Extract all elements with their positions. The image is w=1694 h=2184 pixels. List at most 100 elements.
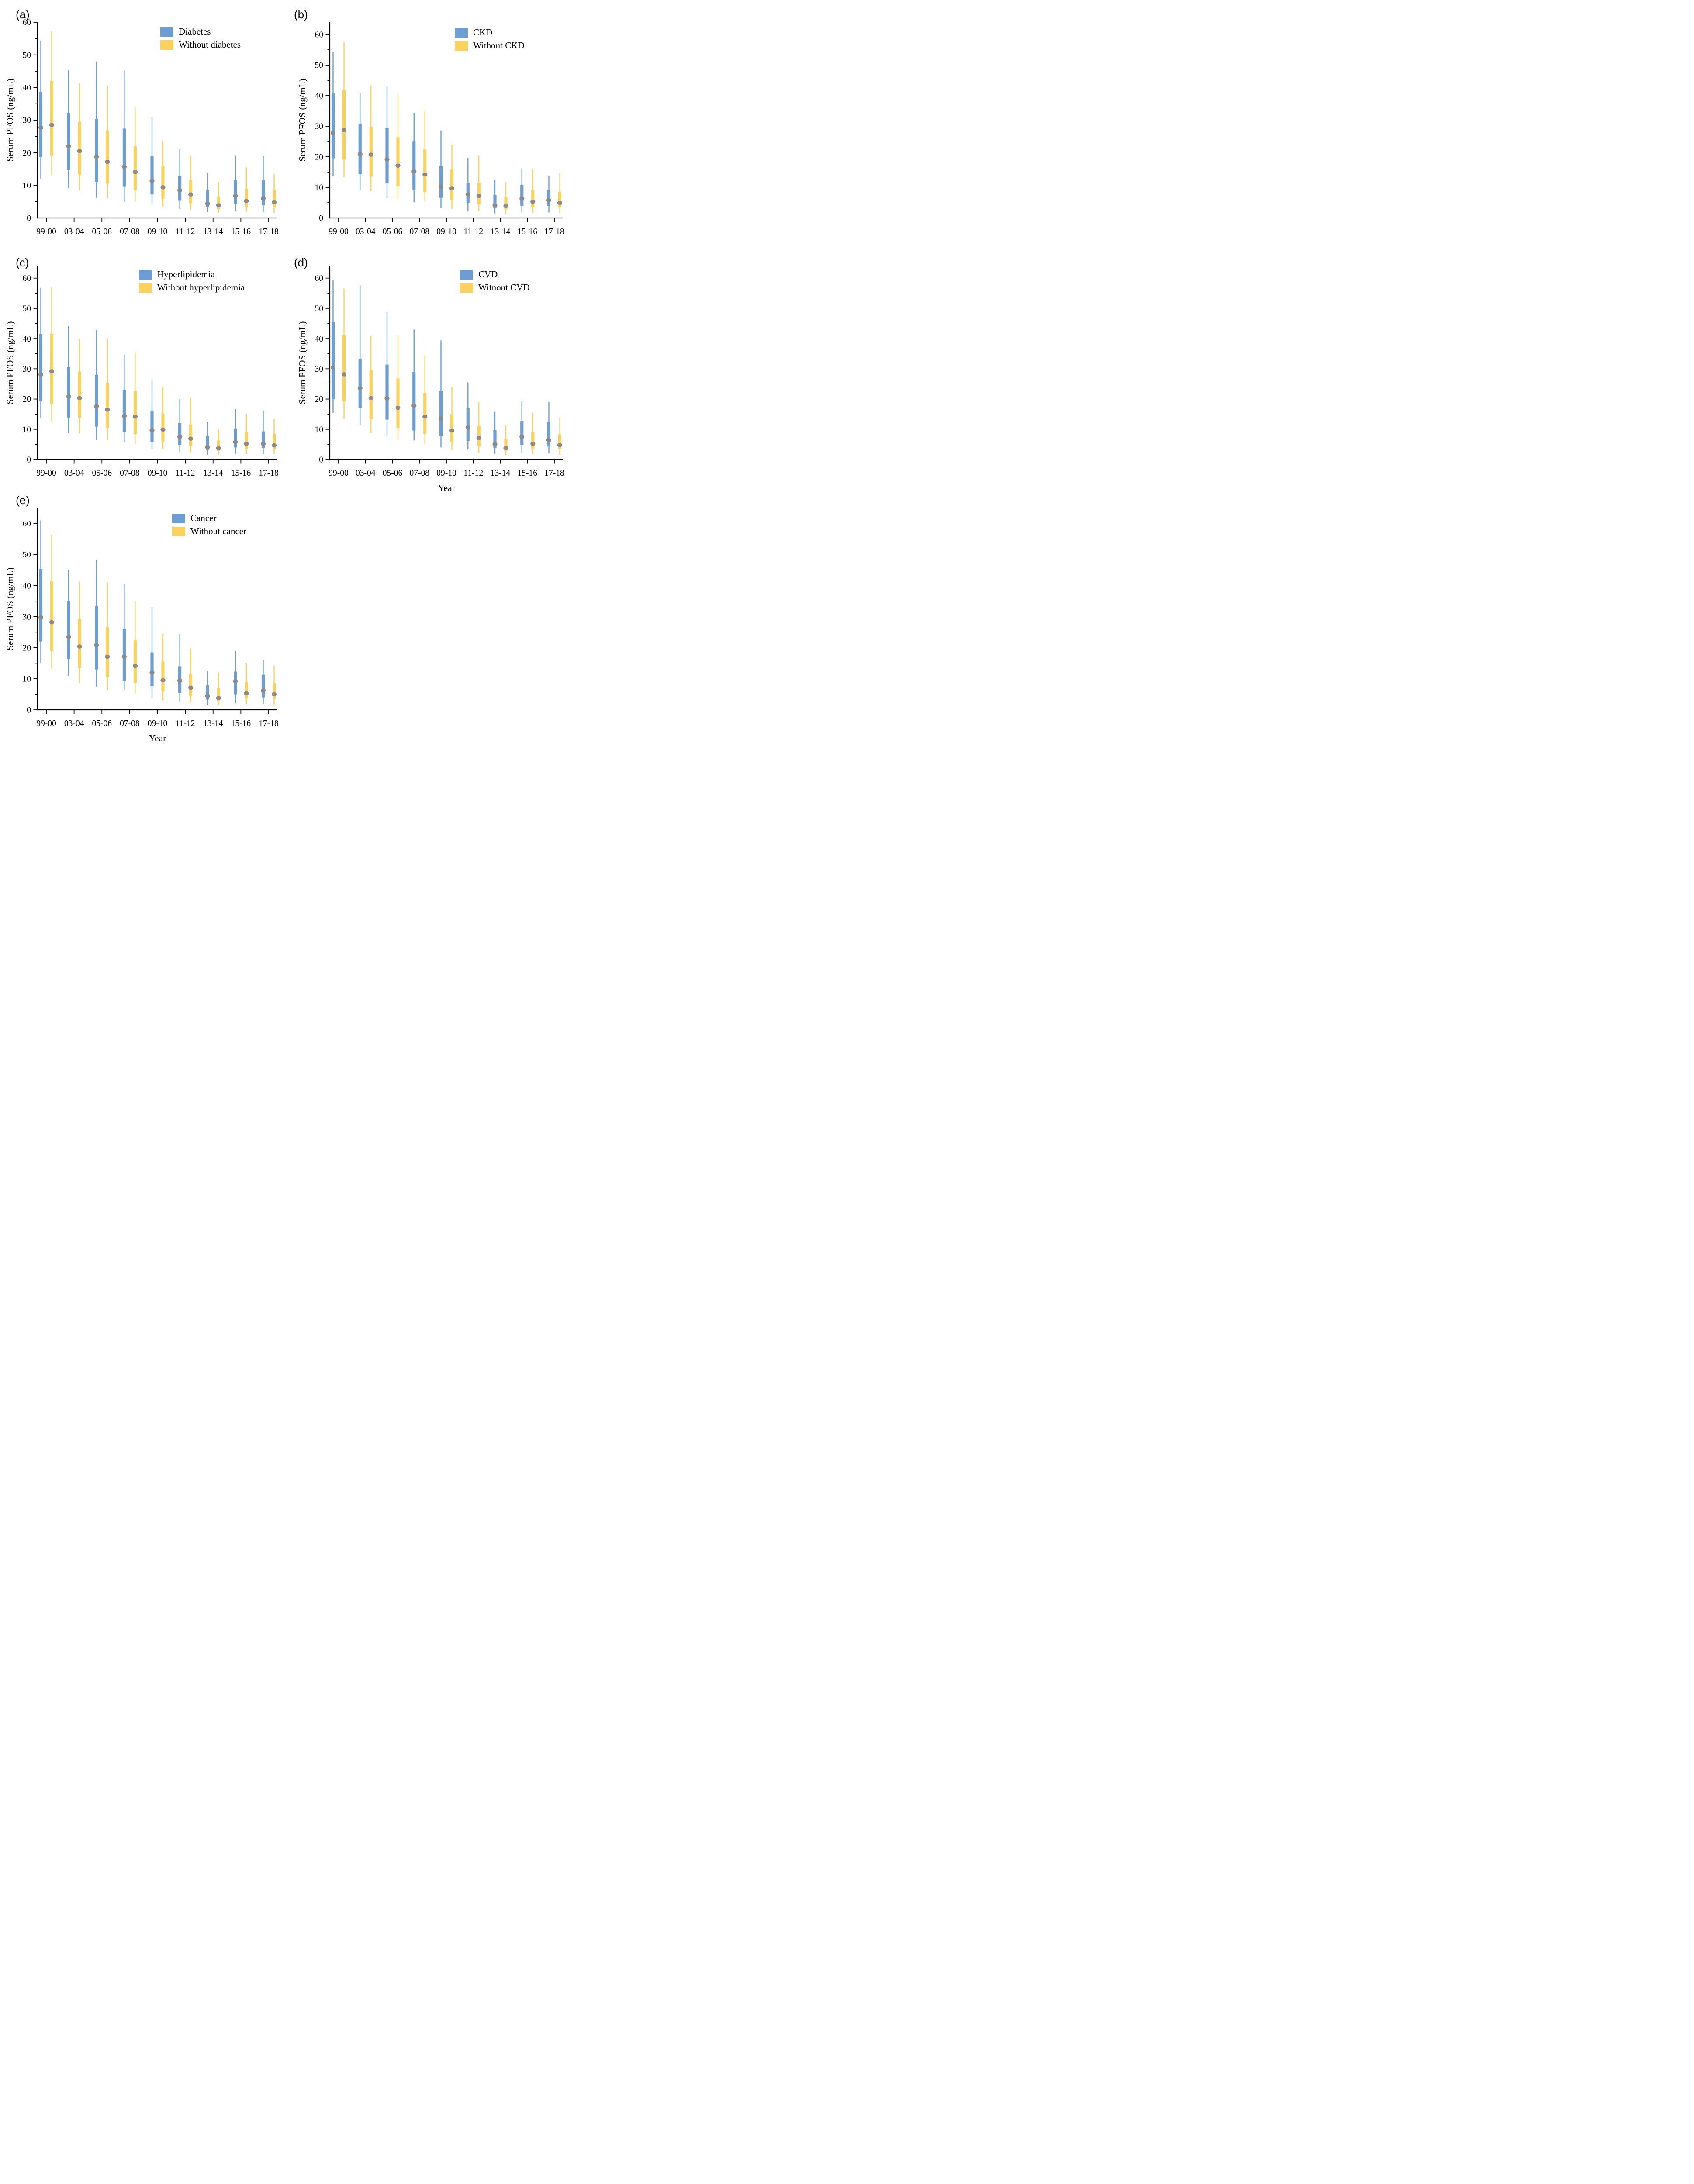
mean-marker [77,149,82,153]
iqr-box [67,601,70,660]
mean-marker [271,200,277,204]
mean-marker [188,192,194,197]
x-tick-label: 15-16 [231,469,251,478]
legend-label: Witnout CVD [478,282,530,293]
iqr-box [189,424,193,446]
panel-a: 0 10 20 30 40 50 60 99-00 03-04 05-06 07-08 09-10 11… [5,8,279,236]
mean-marker [260,442,266,446]
x-tick-label: 15-16 [231,719,251,728]
mean-marker [66,635,71,639]
mean-marker [77,396,82,401]
y-tick-label: 60 [315,274,324,283]
legend: Cancer Without cancer [172,513,246,536]
iqr-box [385,364,389,420]
iqr-box [78,371,81,418]
legend-label: CKD [473,27,492,38]
mean-marker [438,416,444,421]
iqr-box [261,180,265,205]
mean-marker [476,194,481,198]
iqr-box [67,112,70,170]
mean-marker [384,157,390,162]
iqr-box [385,128,389,183]
mean-marker [66,144,71,149]
y-axis-title: Serum PFOS (ng/mL) [5,79,15,162]
y-tick-label: 50 [23,550,31,560]
mean-marker [49,620,55,625]
x-tick-label: 13-14 [203,227,223,236]
iqr-box [50,81,54,156]
x-tick-label: 07-08 [410,227,430,236]
mean-marker [49,123,55,128]
x-tick-label: 13-14 [491,227,511,236]
y-tick-label: 30 [315,122,324,131]
iqr-box [547,422,551,447]
y-tick-label: 0 [27,706,31,715]
mean-marker [77,644,82,649]
x-tick-label: 17-18 [259,469,279,478]
iqr-box [493,195,497,208]
legend-label: Without diabetes [179,39,241,50]
y-tick-label: 50 [315,61,324,70]
series-disease [330,280,552,454]
mean-marker [121,654,127,659]
x-tick-label: 15-16 [231,227,251,236]
mean-marker [244,442,249,446]
y-tick-label: 0 [319,214,323,223]
iqr-box [412,141,416,190]
iqr-box [106,383,109,428]
x-tick-label: 03-04 [64,719,84,728]
x-tick-label: 03-04 [64,227,84,236]
panel-letter: (d) [294,256,308,269]
y-tick-label: 50 [23,304,31,314]
mean-marker [216,446,221,451]
mean-marker [357,152,363,156]
mean-marker [422,414,428,419]
iqr-box [331,93,335,159]
mean-marker [503,204,508,208]
y-tick-label: 0 [27,456,31,465]
mean-marker [188,685,194,690]
mean-marker [160,427,166,432]
mean-marker [330,365,336,370]
x-tick-label: 99-00 [328,227,349,236]
x-tick-label: 09-10 [148,719,168,728]
iqr-box [245,432,248,449]
mean-marker [94,404,99,408]
iqr-box [50,581,54,651]
legend: CKD Without CKD [455,27,525,51]
mean-marker [233,440,238,444]
x-tick-label: 11-12 [463,469,483,478]
iqr-box [39,334,43,401]
x-tick-label: 09-10 [436,469,456,478]
mean-marker [94,154,99,159]
iqr-box [133,391,137,434]
iqr-box [466,408,470,441]
legend-swatch-yellow [460,283,473,293]
y-tick-label: 60 [23,274,31,283]
series-disease [38,41,266,212]
iqr-box [477,183,481,204]
y-tick-label: 50 [315,304,324,314]
iqr-box [133,146,137,190]
iqr-box [558,434,562,449]
y-axis-title: Serum PFOS (ng/mL) [5,321,15,404]
legend-swatch-yellow [172,527,185,536]
mean-marker [38,372,44,377]
y-tick-label: 20 [315,153,324,162]
legend: Hyperlipidemia Without hyperlipidemia [139,269,245,293]
mean-marker [519,435,525,439]
mean-marker [244,199,249,203]
mean-marker [465,192,470,197]
chart-canvas: 0 10 20 30 40 50 60 99-00 03-04 05-06 07-08 09-10 11… [5,8,564,743]
x-tick-label: 99-00 [36,469,56,478]
iqr-box [150,652,154,686]
iqr-box [189,674,193,696]
mean-marker [205,201,210,206]
mean-marker [49,369,55,373]
legend-label: Without CKD [473,40,525,51]
y-tick-label: 10 [23,675,31,684]
series-control [49,31,277,213]
mean-marker [395,405,401,410]
mean-marker [449,428,455,433]
iqr-box [122,390,126,432]
